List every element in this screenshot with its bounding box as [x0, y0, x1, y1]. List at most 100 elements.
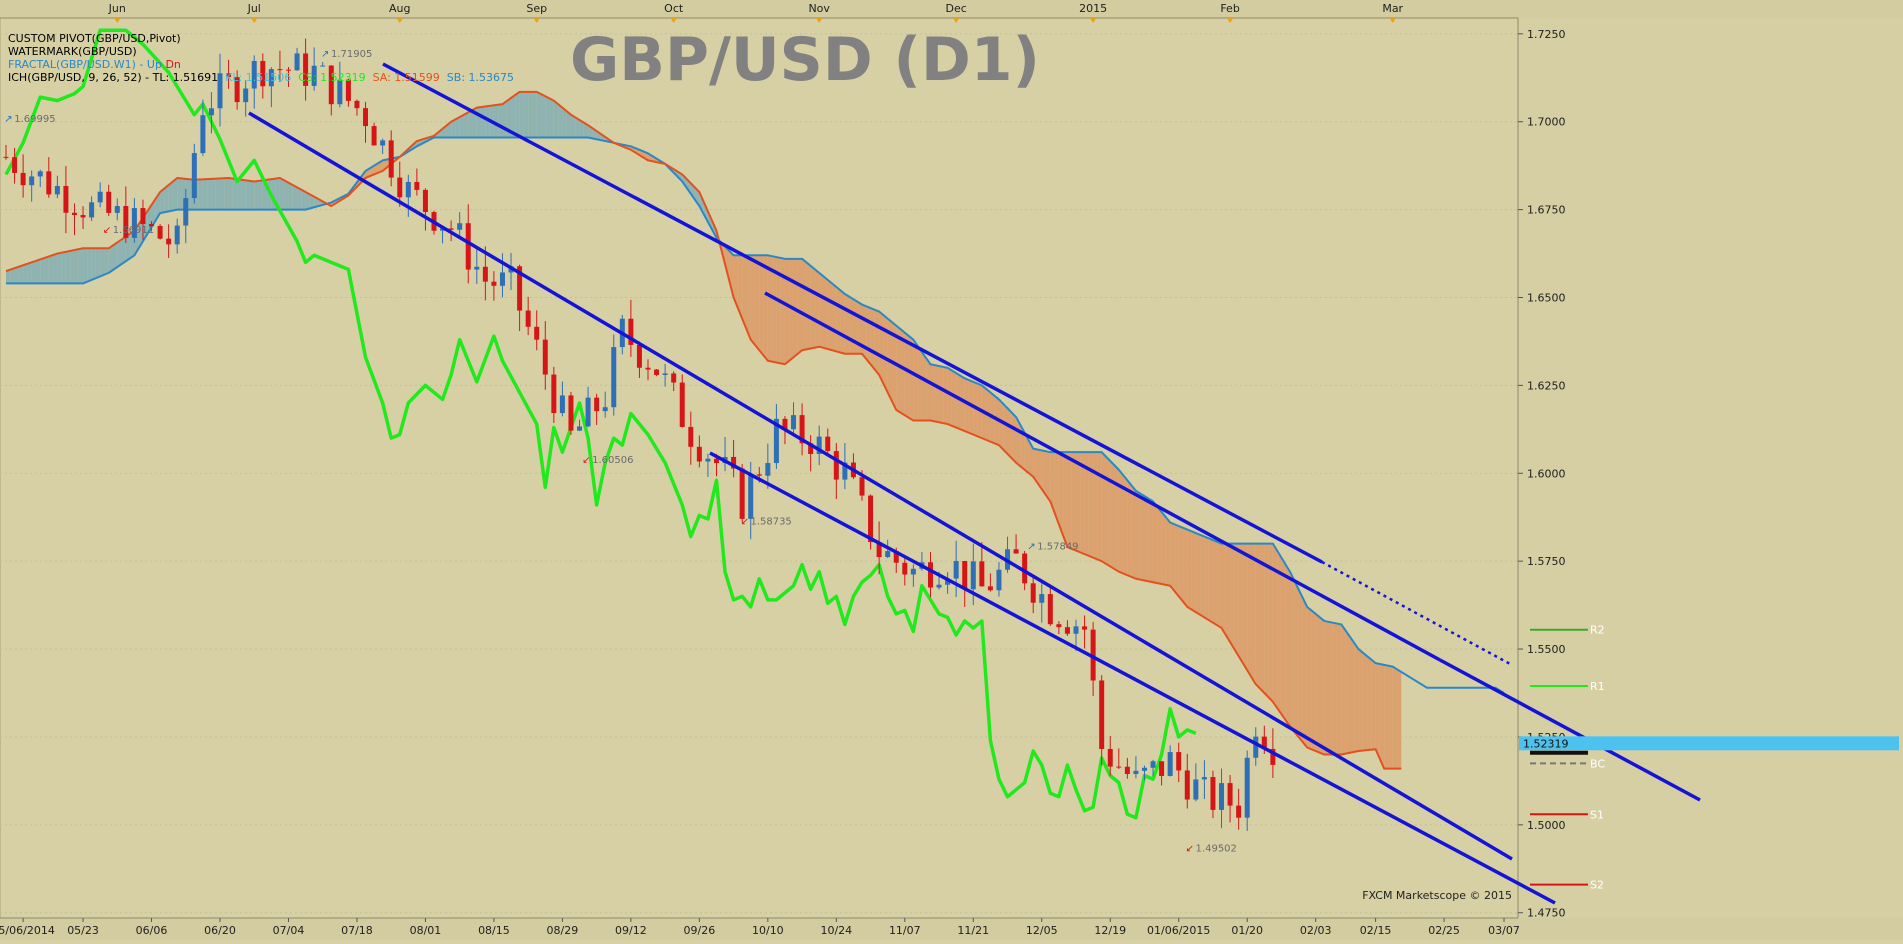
- ichimoku-cloud-segment: [870, 308, 875, 370]
- candle-body: [114, 206, 120, 213]
- ichimoku-cloud-segment: [725, 246, 730, 281]
- candle-body: [363, 108, 369, 127]
- ichimoku-cloud-segment: [784, 258, 790, 365]
- candle-body: [525, 310, 531, 327]
- y-tick-label: 1.6250: [1527, 379, 1566, 392]
- ichimoku-cloud-segment: [1183, 527, 1188, 607]
- ichimoku-cloud-segment: [1093, 452, 1098, 560]
- ichimoku-cloud-segment: [207, 178, 212, 210]
- ichimoku-cloud-segment: [202, 179, 208, 210]
- ichimoku-cloud-segment: [1071, 452, 1076, 551]
- current-price-badge: [1519, 736, 1899, 751]
- candle-body: [166, 238, 172, 245]
- ichimoku-cloud-segment: [1084, 452, 1089, 556]
- y-tick-label: 1.5750: [1527, 555, 1566, 568]
- ichimoku-cloud-segment: [1315, 613, 1320, 753]
- ichimoku-cloud-segment: [1230, 543, 1235, 650]
- ichimoku-cloud-segment: [1170, 522, 1175, 592]
- ichimoku-cloud-segment: [943, 366, 948, 425]
- month-marker: [669, 17, 678, 23]
- candle-body: [54, 185, 60, 195]
- ichimoku-cloud-segment: [969, 380, 974, 435]
- candle-body: [457, 223, 463, 230]
- candle-body: [953, 561, 959, 579]
- candle-body: [996, 569, 1002, 591]
- ichimoku-cloud-segment: [1379, 663, 1385, 769]
- ichimoku-cloud-segment: [1388, 665, 1393, 769]
- ichimoku-cloud-segment: [767, 255, 773, 362]
- ichimoku-cloud-segment: [519, 91, 524, 138]
- ichimoku-cloud-segment: [832, 283, 837, 352]
- candle-body: [696, 446, 702, 462]
- ichimoku-cloud-segment: [1191, 531, 1196, 613]
- ichimoku-cloud-segment: [91, 248, 96, 280]
- candle-body: [671, 373, 677, 383]
- ichimoku-cloud-segment: [947, 367, 952, 426]
- candle-body: [106, 191, 112, 213]
- ichimoku-cloud-segment: [699, 192, 704, 214]
- month-label: Oct: [664, 2, 684, 15]
- candle-body: [491, 281, 497, 286]
- ichimoku-cloud-segment: [113, 242, 118, 270]
- candle-body: [1270, 748, 1276, 765]
- fractal-label: 1.60506: [592, 455, 633, 466]
- ichimoku-cloud-segment: [493, 104, 499, 138]
- candle-body: [388, 140, 394, 178]
- candle-body: [534, 326, 540, 340]
- candle-body: [482, 266, 488, 282]
- ichimoku-cloud-segment: [729, 250, 734, 298]
- ichimoku-cloud-segment: [1080, 452, 1085, 555]
- candle-body: [217, 73, 223, 109]
- x-tick-label: 01/06/2015: [1147, 924, 1210, 937]
- ichimoku-cloud-segment: [1131, 485, 1136, 579]
- ichimoku-cloud-segment: [913, 339, 918, 421]
- candle-body: [945, 578, 951, 585]
- ichimoku-cloud-segment: [528, 91, 533, 138]
- candle-body: [808, 443, 814, 454]
- ichimoku-cloud-segment: [532, 91, 537, 138]
- ichimoku-cloud-segment: [1290, 571, 1295, 732]
- candle-body: [1116, 766, 1122, 768]
- ichimoku-cloud-segment: [498, 104, 503, 138]
- ichimoku-cloud-segment: [48, 255, 54, 284]
- ichimoku-cloud-segment: [1076, 452, 1081, 553]
- ichimoku-cloud-segment: [100, 248, 105, 277]
- ichimoku-cloud-segment: [18, 265, 24, 284]
- ichimoku-cloud-segment: [1208, 538, 1213, 623]
- ichimoku-cloud-segment: [147, 204, 152, 235]
- candle-body: [260, 60, 266, 87]
- month-label: Feb: [1220, 2, 1239, 15]
- month-axis-strip: [0, 0, 1903, 18]
- ichimoku-cloud-segment: [1153, 501, 1158, 584]
- month-label: Dec: [946, 2, 967, 15]
- candle-body: [1261, 736, 1267, 749]
- ichimoku-cloud-segment: [921, 351, 927, 421]
- ichimoku-cloud-segment: [755, 255, 760, 351]
- candle-body: [89, 202, 95, 218]
- candle-body: [320, 65, 326, 67]
- candle-body: [876, 542, 882, 558]
- candle-body: [328, 65, 334, 105]
- candle-body: [12, 157, 18, 173]
- y-tick-label: 1.6500: [1527, 291, 1566, 304]
- ichimoku-cloud-segment: [61, 251, 66, 284]
- ichimoku-cloud-segment: [1255, 543, 1261, 689]
- ichimoku-cloud-segment: [750, 255, 755, 345]
- candle-body: [440, 228, 446, 231]
- ichimoku-cloud-segment: [549, 98, 554, 138]
- candle-body: [1133, 770, 1139, 775]
- candle-body: [71, 212, 77, 216]
- ichimoku-cloud-segment: [853, 299, 858, 354]
- ichimoku-cloud-segment: [1114, 465, 1119, 572]
- candle-body: [268, 69, 274, 87]
- ichimoku-cloud-segment: [254, 180, 259, 210]
- candle-body: [46, 171, 52, 195]
- ichimoku-cloud-segment: [1298, 589, 1303, 743]
- candle-body: [499, 272, 505, 286]
- ichimoku-cloud-segment: [1302, 598, 1308, 748]
- ichimoku-cloud-segment: [138, 217, 143, 249]
- x-tick-label: 05/06/2014: [0, 924, 55, 937]
- candle-body: [568, 395, 574, 431]
- y-tick-label: 1.5000: [1527, 819, 1566, 832]
